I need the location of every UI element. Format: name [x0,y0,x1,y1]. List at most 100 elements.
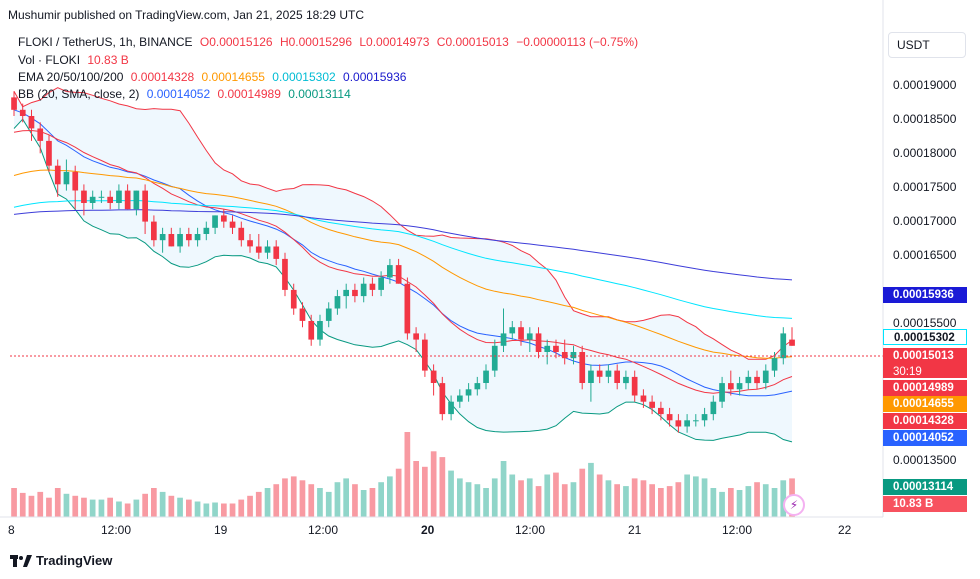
volume-bar [535,486,542,517]
candle [728,370,734,396]
candle [72,165,79,210]
bb-label[interactable]: BB (20, SMA, close, 2) [18,87,140,101]
candle-body [343,289,349,297]
candle-body [483,370,489,383]
last-price-tag: 0.00015013 30:19 [883,348,967,378]
volume-bar [596,474,603,517]
currency-button[interactable]: USDT [888,32,966,58]
candle [46,134,52,172]
candle-body [203,227,210,234]
volume-bar [133,499,140,517]
tradingview-logo[interactable]: TradingView [10,553,112,568]
candle [308,314,315,346]
candle-body [46,140,52,166]
candle-body [728,383,734,390]
candle-body [754,376,760,384]
candle-body [334,296,341,309]
candle [596,364,603,384]
bb-basis-value: 0.00014052 [146,87,211,101]
candle [177,227,183,253]
volume-bar [754,482,760,517]
candle-body [719,383,725,402]
candle [649,395,655,415]
price-axis-label: 0.00015500 [893,316,957,330]
volume-bar [290,476,297,517]
candle [238,221,245,247]
candle-body [273,246,280,259]
candle [116,184,122,210]
volume-bar [561,484,568,517]
candle-body [290,289,297,309]
brand-name: TradingView [36,553,113,568]
lightning-icon[interactable]: ⚡ [783,494,805,516]
symbol-legend[interactable]: FLOKI / TetherUS, 1h, BINANCE O0.0001512… [18,35,642,49]
volume-bar [614,484,620,517]
candle-body [526,333,533,340]
ema20-value: 0.00014328 [130,70,195,84]
volume-bar [273,484,280,517]
candle [509,321,516,340]
volume-bar [728,488,734,517]
time-axis-label: 19 [214,523,228,537]
candle [465,383,472,402]
volume-bar [229,503,236,517]
volume-bar [719,491,725,517]
candle [483,364,489,390]
volume-bar [666,486,673,517]
candlesticks [11,91,795,433]
candle [247,234,253,253]
candle [701,407,708,427]
time-axis-label: 20 [421,523,435,537]
candle-body [395,265,402,284]
ema200-price-tag: 0.00015936 [883,287,967,303]
volume-legend[interactable]: Vol · FLOKI 10.83 B [18,53,133,67]
candle [614,364,620,390]
symbol-name[interactable]: FLOKI / TetherUS, 1h, BINANCE [18,35,193,49]
candle-body [19,109,26,116]
candle-body [413,333,419,340]
volume-bar [693,476,699,517]
volume-bar [422,466,428,517]
volume-bar [439,457,446,517]
candle [28,109,35,141]
volume-bar [701,478,708,517]
candle [553,339,559,359]
bb-legend[interactable]: BB (20, SMA, close, 2) 0.00014052 0.0001… [18,87,355,101]
volume-bar [413,461,419,517]
candle [37,122,44,154]
bb-lower-line [13,118,793,443]
candle [561,339,568,365]
candle-body [255,246,262,253]
candle-body [570,352,577,359]
price-axis-label: 0.00017000 [893,214,957,228]
candle [229,215,236,234]
volume-bar [168,495,175,518]
volume-bar [37,491,44,517]
ohlc-high: H0.00015296 [279,35,353,49]
volume-label[interactable]: Vol · FLOKI [18,53,81,67]
volume-bar [247,495,253,518]
volume-bar [570,482,577,517]
candle [387,258,393,284]
time-axis-label: 12:00 [308,523,339,537]
volume-bar [448,470,454,517]
ema-legend[interactable]: EMA 20/50/100/200 0.00014328 0.00014655 … [18,70,410,84]
volume-bar [579,468,586,517]
candle-body [561,352,568,359]
candle [203,221,210,241]
candle-body [771,358,778,371]
volume-bar [378,482,384,517]
candle [142,184,148,234]
price-change: −0.00000113 (−0.75%) [516,35,639,49]
candle [535,327,542,359]
volume-bar [684,474,690,517]
candle-body [658,407,664,415]
candle-body [264,246,271,253]
candle [710,395,717,421]
volume-bar [404,432,411,517]
volume-bar [483,488,489,517]
candle [63,159,70,191]
ema-label[interactable]: EMA 20/50/100/200 [18,70,124,84]
